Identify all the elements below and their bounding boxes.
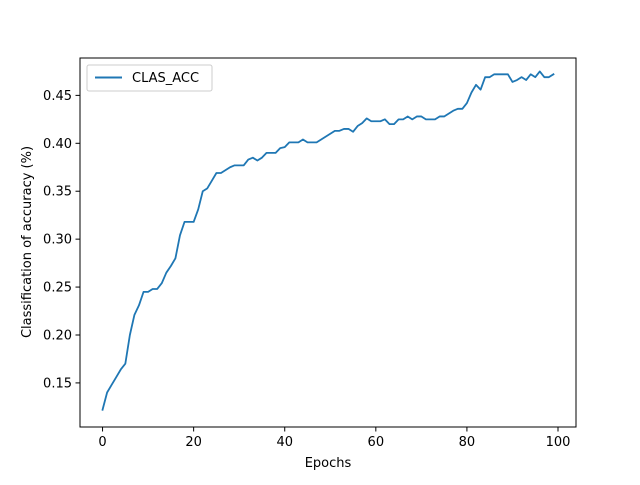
legend-box [86,64,213,92]
legend: CLAS_ACC [86,64,213,92]
ticks-group: 0 20 40 60 80 100 0.15 0.20 0.25 0.30 0.35 0.40 0.45 [43,89,570,450]
y-tick-label: 0.15 [43,376,72,391]
y-tick-label: 0.20 [43,328,72,343]
series-group [101,70,555,411]
y-axis-label: Classification of accuracy (%) [20,146,35,338]
y-tick-label: 0.40 [43,137,72,152]
y-tick-label: 0.35 [43,185,72,200]
y-tick-label: 0.45 [43,89,72,104]
x-tick-label: 80 [459,435,476,450]
x-tick-label: 100 [546,435,571,450]
x-tick-label: 0 [98,435,106,450]
x-axis-label: Epochs [305,456,352,471]
x-tick-label: 40 [276,435,293,450]
plot-frame [79,57,577,428]
y-tick-label: 0.25 [43,281,72,296]
x-tick-label: 60 [368,435,385,450]
series-line-clas-acc [101,70,555,411]
x-tick-label: 20 [185,435,202,450]
legend-label: CLAS_ACC [132,71,199,86]
y-tick-label: 0.30 [43,233,72,248]
plot-area [80,58,576,427]
